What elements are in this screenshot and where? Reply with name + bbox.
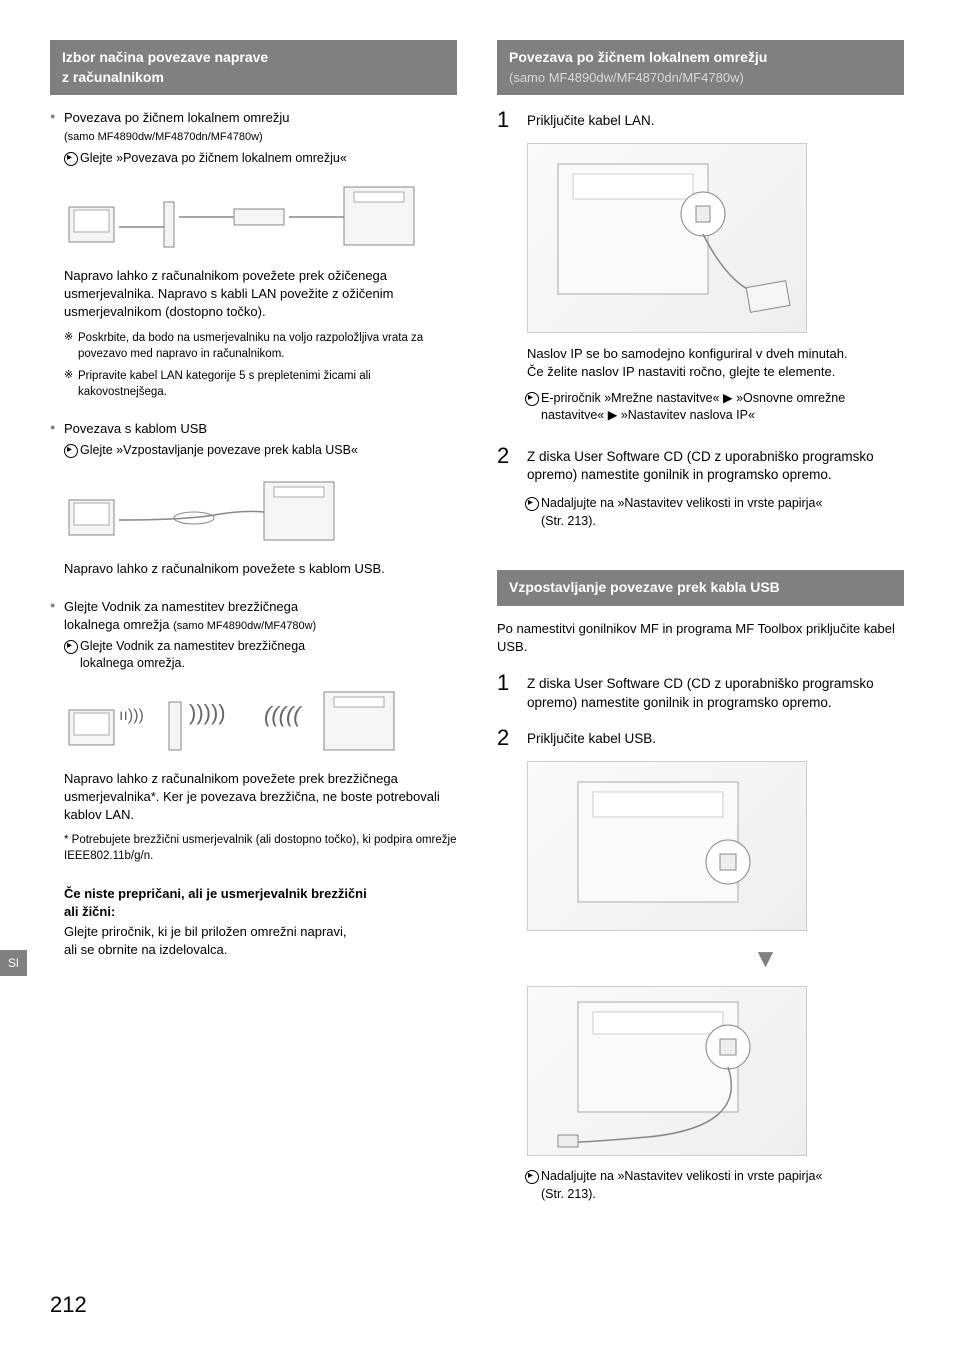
step-text: Z diska User Software CD (CD z uporabniš…	[527, 672, 904, 713]
wifi-desc: Napravo lahko z računalnikom povežete pr…	[64, 770, 457, 825]
step-text: Z diska User Software CD (CD z uporabniš…	[527, 445, 904, 486]
rusb-step2: 2 Priključite kabel USB.	[497, 727, 904, 749]
lan-cable-svg	[528, 144, 808, 334]
rlan-ref-l2: nastavitve« ▶ »Nastavitev naslova IP«	[541, 408, 755, 422]
usb-svg-1	[528, 762, 808, 932]
step-number: 1	[497, 109, 515, 131]
usb-diagram-svg	[64, 470, 424, 550]
usb-illustration	[64, 470, 457, 550]
usb-svg-2	[528, 987, 808, 1157]
lan-block: Povezava po žičnem lokalnem omrežju (sam…	[50, 109, 457, 400]
lan-diagram-svg	[64, 177, 424, 257]
page-content: Izbor načina povezave naprave z računaln…	[0, 0, 954, 1233]
rusb-s2-ref-l1: Nadaljujte na »Nastavitev velikosti in v…	[541, 1169, 822, 1183]
usb-see-ref: Glejte »Vzpostavljanje povezave prek kab…	[50, 442, 457, 460]
step-number: 1	[497, 672, 515, 713]
rlan-ref-l2-wrap: nastavitve« ▶ »Nastavitev naslova IP«	[497, 407, 904, 425]
page-number: 212	[50, 1292, 87, 1318]
lan-models: (samo MF4890dw/MF4870dn/MF4780w)	[64, 131, 263, 143]
wifi-see-ref: Glejte Vodnik za namestitev brezžičnega	[50, 638, 457, 656]
wifi-title-l2: lokalnega omrežja	[64, 617, 170, 632]
rusb-h: Vzpostavljanje povezave prek kabla USB	[509, 579, 780, 595]
rusb-step1: 1 Z diska User Software CD (CD z uporabn…	[497, 672, 904, 713]
unsure-a: Glejte priročnik, ki je bil priložen omr…	[64, 923, 457, 959]
wifi-see-l2: lokalnega omrežja.	[80, 656, 185, 670]
rusb-s2-ref-l2: (Str. 213).	[541, 1187, 596, 1201]
step-number: 2	[497, 727, 515, 749]
wifi-footnote: * Potrebujete brezžični usmerjevalnik (a…	[64, 832, 457, 864]
rlan-after-l1: Naslov IP se bo samodejno konfiguriral v…	[527, 346, 848, 361]
svg-text:))))): )))))	[189, 700, 226, 725]
unsure-a-l2: ali se obrnite na izdelovalca.	[64, 942, 227, 957]
rlan-s2-ref-l1: Nadaljujte na »Nastavitev velikosti in v…	[541, 496, 822, 510]
lan-title-text: Povezava po žičnem lokalnem omrežju	[64, 110, 289, 125]
wifi-block: Glejte Vodnik za namestitev brezžičnega …	[50, 598, 457, 865]
lan-see-ref: Glejte »Povezava po žičnem lokalnem omre…	[50, 150, 457, 168]
lan-note2: Pripravite kabel LAN kategorije 5 s prep…	[50, 368, 457, 400]
right-lan-header: Povezava po žičnem lokalnem omrežju (sam…	[497, 40, 904, 95]
rlan-h2: (samo MF4890dw/MF4870dn/MF4780w)	[509, 70, 744, 85]
rlan-s2-ref-l2-wrap: (Str. 213).	[497, 513, 904, 531]
rlan-h1: Povezava po žičnem lokalnem omrežju	[509, 49, 767, 65]
unsure-q: Če niste prepričani, ali je usmerjevalni…	[64, 885, 457, 921]
right-column: Povezava po žičnem lokalnem omrežju (sam…	[497, 40, 904, 1203]
rlan-manual-ref: E-priročnik »Mrežne nastavitve« ▶ »Osnov…	[497, 390, 904, 408]
rlan-step1: 1 Priključite kabel LAN.	[497, 109, 904, 131]
wifi-illustration: ıı))) ))))) (((((	[64, 680, 457, 760]
header-line2: z računalnikom	[62, 69, 164, 85]
wifi-see-l2-wrap: lokalnega omrežja.	[50, 656, 457, 670]
step-text: Priključite kabel LAN.	[527, 109, 904, 131]
left-column: Izbor načina povezave naprave z računaln…	[50, 40, 457, 1203]
header-line1: Izbor načina povezave naprave	[62, 49, 268, 65]
unsure-q-l1: Če niste prepričani, ali je usmerjevalni…	[64, 886, 367, 901]
wifi-title-l1: Glejte Vodnik za namestitev brezžičnega	[64, 599, 298, 614]
step-text: Priključite kabel USB.	[527, 727, 904, 749]
rlan-step2: 2 Z diska User Software CD (CD z uporabn…	[497, 445, 904, 486]
step-number: 2	[497, 445, 515, 486]
rusb-s2-ref-l2-wrap: (Str. 213).	[497, 1186, 904, 1204]
usb-title: Povezava s kablom USB	[50, 420, 457, 438]
unsure-a-l1: Glejte priročnik, ki je bil priložen omr…	[64, 924, 347, 939]
rusb-intro: Po namestitvi gonilnikov MF in programa …	[497, 620, 904, 656]
lan-illustration	[64, 177, 457, 257]
language-tab: Sl	[0, 950, 27, 976]
lan-note1: Poskrbite, da bodo na usmerjevalniku na …	[50, 330, 457, 362]
svg-text:(((((: (((((	[264, 702, 303, 727]
rlan-ref-l1: E-priročnik »Mrežne nastavitve« ▶ »Osnov…	[541, 391, 845, 405]
rlan-step2-ref: Nadaljujte na »Nastavitev velikosti in v…	[497, 495, 904, 513]
usb-block: Povezava s kablom USB Glejte »Vzpostavlj…	[50, 420, 457, 578]
rlan-after: Naslov IP se bo samodejno konfiguriral v…	[527, 345, 904, 381]
chevron-down-icon: ▼	[627, 943, 904, 974]
rusb-step2-ref: Nadaljujte na »Nastavitev velikosti in v…	[497, 1168, 904, 1186]
unsure-q-l2: ali žični:	[64, 904, 115, 919]
lan-title: Povezava po žičnem lokalnem omrežju (sam…	[50, 109, 457, 145]
lan-cable-illustration	[527, 143, 807, 333]
wifi-see-l1: Glejte Vodnik za namestitev brezžičnega	[80, 639, 305, 653]
usb-cable-illustration-2	[527, 986, 807, 1156]
usb-cable-illustration-1	[527, 761, 807, 931]
svg-text:ıı))): ıı)))	[119, 707, 144, 724]
rlan-after-l2: Če želite naslov IP nastaviti ročno, gle…	[527, 364, 835, 379]
rlan-s2-ref-l2: (Str. 213).	[541, 514, 596, 528]
wifi-diagram-svg: ıı))) ))))) (((((	[64, 680, 424, 760]
usb-desc: Napravo lahko z računalnikom povežete s …	[64, 560, 457, 578]
wifi-models: (samo MF4890dw/MF4780w)	[173, 620, 316, 632]
left-section-header: Izbor načina povezave naprave z računaln…	[50, 40, 457, 95]
lan-desc: Napravo lahko z računalnikom povežete pr…	[64, 267, 457, 322]
wifi-title: Glejte Vodnik za namestitev brezžičnega …	[50, 598, 457, 634]
right-usb-header: Vzpostavljanje povezave prek kabla USB	[497, 570, 904, 606]
unsure-block: Če niste prepričani, ali je usmerjevalni…	[50, 885, 457, 960]
